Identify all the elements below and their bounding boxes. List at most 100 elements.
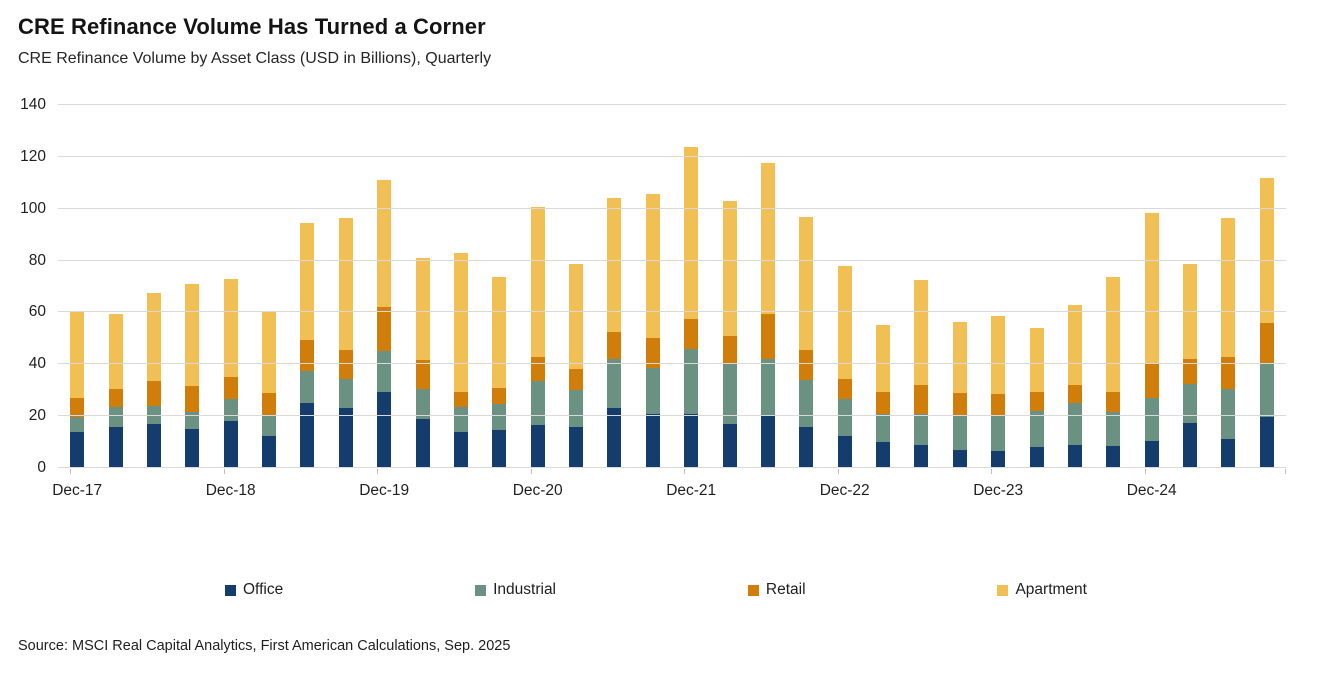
x-axis-tick-mark [1285,469,1286,474]
bar-segment-office [1106,445,1121,468]
bar-segment-office [1067,444,1082,468]
bar-segment-retail [837,378,852,400]
stacked-bar-mar-18 [108,105,123,468]
bar-slot-jun-19 [288,105,326,468]
bar-segment-industrial [146,405,161,424]
bar-slot-dec-24 [1133,105,1171,468]
stacked-bar-dec-24 [1144,105,1159,468]
gridline [58,311,1286,313]
stacked-bar-dec-21 [684,105,699,468]
bar-slot-dec-17 [58,105,96,468]
bar-segment-office [837,435,852,468]
bar-segment-office [108,426,123,468]
bar-segment-apartment [760,163,775,314]
legend-swatch-icon [225,584,236,596]
x-axis-tick-label: Dec-20 [512,482,563,499]
x-axis: Dec-17 Dec-18 Dec-19 Dec-20 Dec-21 Dec-22 Dec-… [52,468,1286,508]
x-axis-tick-label: Dec-18 [205,482,256,499]
legend-label: Office [243,581,284,598]
stacked-bar-sep-19 [338,105,353,468]
bar-segment-retail [146,381,161,406]
bar-segment-industrial [645,368,660,414]
bar-segment-retail [300,339,315,371]
stacked-bar-dec-19 [377,105,392,468]
bar-slot-mar-18 [96,105,134,468]
x-axis-tick-label: Dec-22 [819,482,870,499]
bar-slot-dec-21 [672,105,710,468]
source-note: Source: MSCI Real Capital Analytics, Fir… [18,638,511,654]
bar-segment-office [914,444,929,468]
bar-segment-apartment [108,313,123,389]
bar-segment-apartment [1067,304,1082,386]
bar-segment-retail [914,385,929,414]
y-axis-tick-label: 120 [20,147,46,165]
gridline [58,104,1286,105]
legend-label: Industrial [493,581,557,598]
chart-subtitle: CRE Refinance Volume by Asset Class (USD… [18,50,492,67]
bar-segment-apartment [1144,212,1159,363]
bar-segment-apartment [377,180,392,308]
bar-segment-office [530,425,545,468]
bar-segment-apartment [453,252,468,392]
x-axis-line [58,467,1286,468]
bar-slot-mar-24 [1017,105,1055,468]
bar-segment-apartment [876,325,891,392]
bar-segment-apartment [1106,277,1121,392]
legend: Office Industrial Retail Apartment [225,581,1087,599]
stacked-bar-mar-24 [1029,105,1044,468]
bar-segment-retail [607,331,622,360]
bar-segment-office [952,449,967,468]
stacked-bar-mar-22 [722,105,737,468]
bar-segment-office [607,408,622,468]
x-axis-tick-mark [684,469,686,474]
bar-segment-retail [530,356,545,382]
bar-segment-retail [684,318,699,349]
bar-segment-retail [262,392,277,415]
bar-segment-office [223,421,238,468]
bar-slot-dec-19 [365,105,403,468]
bar-segment-office [684,413,699,468]
legend-swatch-icon [475,584,487,596]
stacked-bar-jun-25 [1221,105,1236,468]
bar-segment-office [722,423,737,468]
bar-segment-industrial [991,414,1006,452]
bar-segment-office [262,435,277,468]
bar-segment-apartment [1259,177,1274,323]
bar-segment-apartment [300,223,315,340]
bar-segment-apartment [837,265,852,379]
stacked-bar-jun-21 [607,105,622,468]
bar-segment-industrial [377,351,392,392]
bar-segment-industrial [530,381,545,426]
bar-segment-industrial [1183,383,1198,423]
bar-slot-mar-23 [864,105,902,468]
bar-segment-industrial [722,363,737,424]
bar-segment-retail [223,377,238,400]
bar-segment-retail [722,335,737,363]
bar-segment-office [146,423,161,468]
bar-segment-apartment [569,264,584,370]
bar-segment-retail [108,388,123,408]
bar-segment-retail [991,394,1006,415]
stacked-bar-mar-23 [876,105,891,468]
stacked-bar-mar-21 [569,105,584,468]
bar-segment-apartment [530,207,545,357]
bar-segment-industrial [952,414,967,450]
bar-segment-apartment [1029,328,1044,392]
bar-slot-sep-25 [1248,105,1286,468]
y-axis-tick-label: 100 [20,199,46,217]
bar-segment-apartment [645,194,660,339]
bar-segment-retail [799,350,814,380]
bar-segment-retail [569,369,584,391]
bar-segment-apartment [262,312,277,393]
bar-segment-retail [185,386,200,413]
bar-segment-apartment [70,312,85,399]
stacked-bar-mar-19 [262,105,277,468]
bar-segment-industrial [70,417,85,432]
bar-segment-industrial [415,388,430,419]
bar-segment-office [338,408,353,468]
gridline [58,415,1286,417]
bar-segment-apartment [684,146,699,319]
x-axis-tick-mark [1144,469,1146,474]
bar-segment-apartment [914,280,929,386]
bar-slot-mar-25 [1171,105,1209,468]
